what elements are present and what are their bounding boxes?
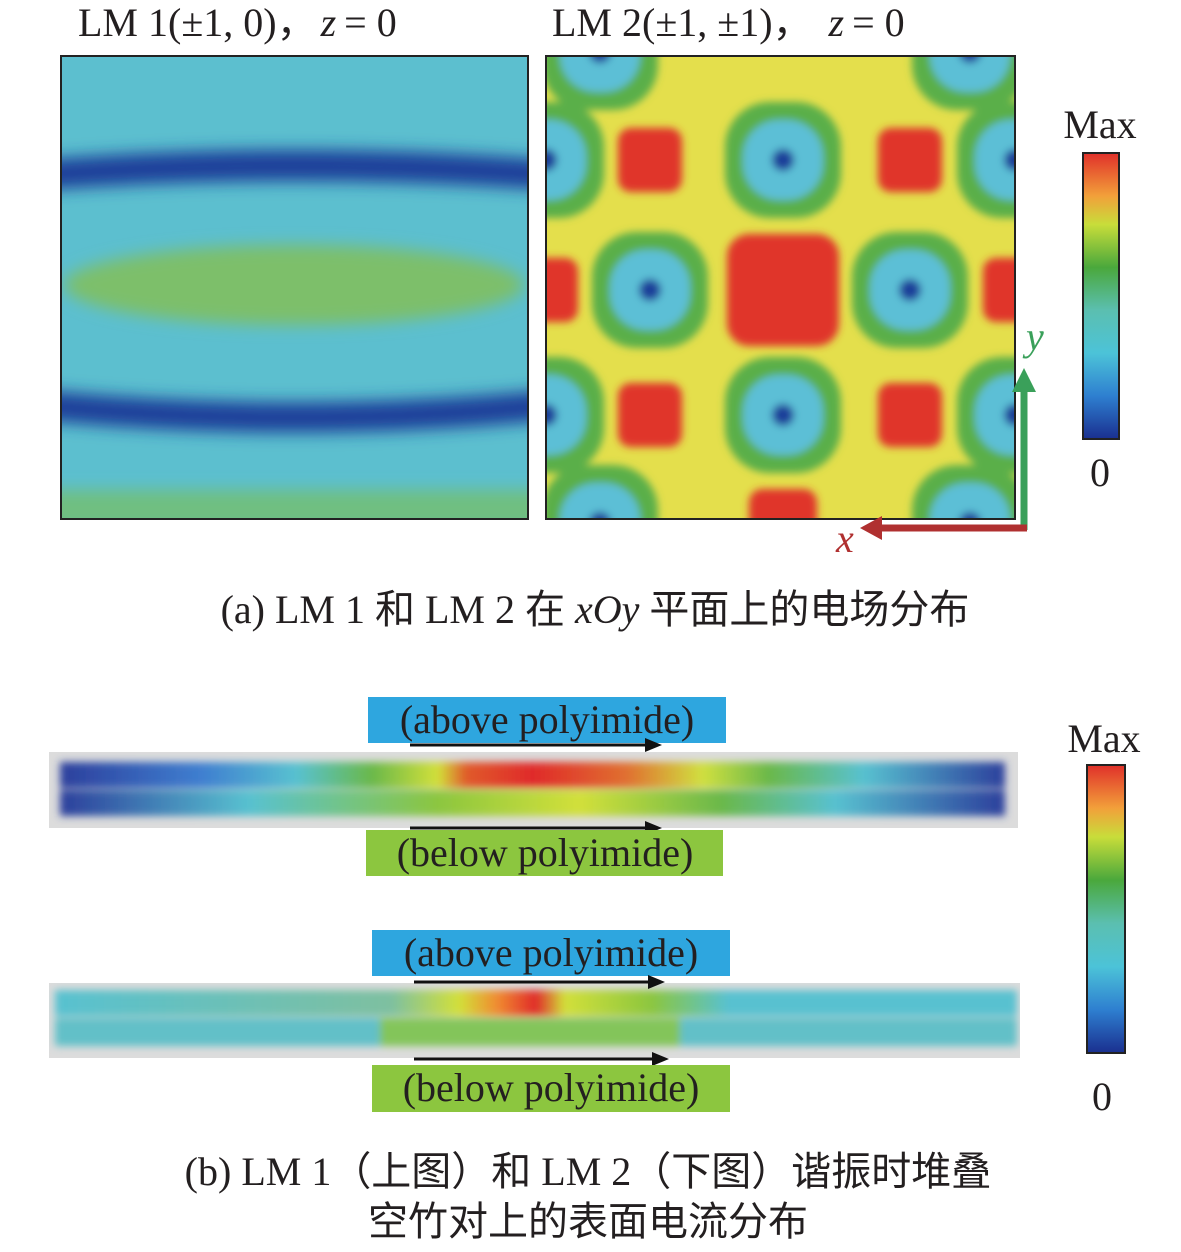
axis-indicator: y x [835,314,1044,561]
caption: (b) LM 1（上图）和 LM 2（下图）谐振时堆叠 [185,1149,992,1194]
colorbar-max: Max [1067,716,1140,761]
caption: 空竹对上的表面电流分布 [368,1199,808,1244]
axis-label: x [835,516,854,561]
colorbar [1086,764,1126,1054]
strip-label: (above polyimide) [404,930,698,975]
colorbar-min: 0 [1090,450,1110,495]
label-box [372,930,730,976]
colorbar-max: Max [1063,102,1136,147]
label-box [368,697,726,743]
map-title: LM 1(±1, 0)， z = 0 [78,0,397,45]
axis-label: y [1022,314,1044,359]
label-box [366,830,723,876]
strip-label: (below polyimide) [403,1065,700,1110]
map-title: LM 2(±1, ±1)， z = 0 [552,0,905,45]
strip-label: (above polyimide) [400,697,694,742]
field-map-lm2 [546,56,1015,519]
colorbar-min: 0 [1092,1074,1112,1119]
colorbar [1082,152,1120,440]
caption: (a) LM 1 和 LM 2 在 xOy 平面上的电场分布 [221,587,970,632]
label-box [372,1065,730,1112]
field-map-lm1 [61,56,528,519]
strip-label: (below polyimide) [397,830,694,875]
